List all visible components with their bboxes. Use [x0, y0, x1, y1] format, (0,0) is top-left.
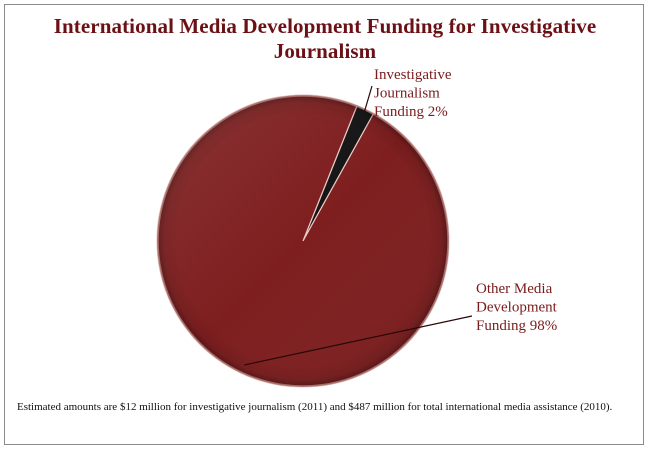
slice-labels: Investigative Journalism Funding 2% Other M… — [374, 67, 558, 334]
leader-line-1 — [244, 315, 473, 366]
slice-label-0: Investigative Journalism Funding 2% — [374, 67, 452, 120]
leader-lines — [244, 85, 473, 366]
slice-label-1: Other Media Development Funding 98% — [476, 281, 558, 334]
pie-gloss — [157, 95, 449, 387]
pie-slices — [156, 94, 450, 388]
slice-label-line: Funding 2% — [374, 104, 448, 120]
slice-label-line: Other Media — [476, 281, 553, 297]
slice-label-line: Funding 98% — [476, 318, 557, 334]
leader-line-0 — [364, 85, 373, 112]
slice-label-line: Development — [476, 300, 558, 316]
slice-label-line: Journalism — [374, 86, 440, 102]
chart-footnote: Estimated amounts are $12 million for in… — [17, 401, 613, 413]
pie-rim — [157, 95, 449, 387]
chart-title: International Media Development Funding … — [53, 14, 597, 63]
slice-label-line: Investigative — [374, 67, 452, 83]
